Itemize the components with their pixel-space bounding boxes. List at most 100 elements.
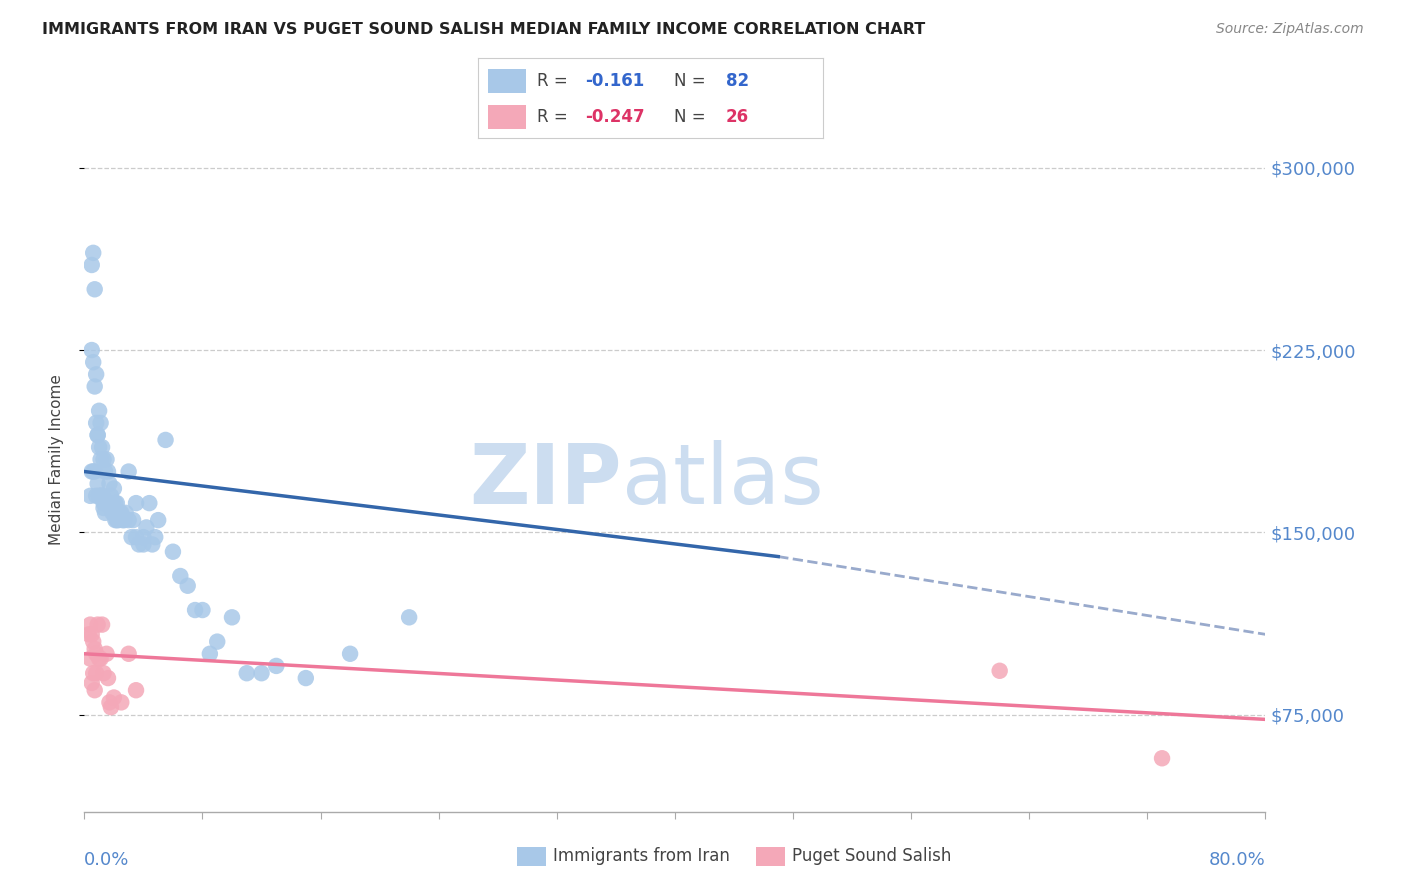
Point xyxy=(86,428,108,442)
Text: atlas: atlas xyxy=(621,440,824,521)
Text: IMMIGRANTS FROM IRAN VS PUGET SOUND SALISH MEDIAN FAMILY INCOME CORRELATION CHAR: IMMIGRANTS FROM IRAN VS PUGET SOUND SALI… xyxy=(42,22,925,37)
Point xyxy=(250,666,273,681)
Point xyxy=(105,496,128,510)
Point xyxy=(89,489,111,503)
Point xyxy=(86,476,108,491)
Point xyxy=(118,647,141,661)
Point xyxy=(80,258,103,272)
Point xyxy=(101,496,124,510)
Point xyxy=(105,513,128,527)
Point xyxy=(107,513,129,527)
Point xyxy=(169,569,191,583)
Point xyxy=(98,496,121,510)
FancyBboxPatch shape xyxy=(488,104,526,128)
Point xyxy=(83,465,105,479)
Point xyxy=(90,416,112,430)
Point xyxy=(108,506,131,520)
Text: -0.161: -0.161 xyxy=(585,72,644,90)
Point xyxy=(80,343,103,357)
Text: N =: N = xyxy=(675,108,711,126)
Point xyxy=(128,537,150,551)
Point xyxy=(83,683,105,698)
Point xyxy=(96,452,118,467)
Point xyxy=(97,465,120,479)
Point xyxy=(118,465,141,479)
Point xyxy=(236,666,259,681)
Point xyxy=(100,700,122,714)
Point xyxy=(398,610,420,624)
Point xyxy=(83,641,105,656)
Point xyxy=(988,664,1011,678)
Point xyxy=(84,647,107,661)
Y-axis label: Median Family Income: Median Family Income xyxy=(49,374,63,545)
Text: Immigrants from Iran: Immigrants from Iran xyxy=(553,847,730,865)
Point xyxy=(97,671,120,685)
Point xyxy=(191,603,214,617)
Point xyxy=(79,651,101,665)
Point xyxy=(110,506,132,520)
Text: R =: R = xyxy=(537,108,572,126)
Text: 80.0%: 80.0% xyxy=(1209,851,1265,869)
Point xyxy=(89,440,111,454)
Text: N =: N = xyxy=(675,72,711,90)
Point xyxy=(90,651,112,665)
Point xyxy=(132,537,155,551)
Point xyxy=(125,683,148,698)
Point xyxy=(98,476,121,491)
Point xyxy=(295,671,318,685)
Point xyxy=(121,530,143,544)
Point xyxy=(184,603,207,617)
Point xyxy=(94,465,117,479)
Point xyxy=(79,617,101,632)
Point xyxy=(89,404,111,418)
Point xyxy=(110,695,132,709)
Point xyxy=(143,530,166,544)
Point xyxy=(339,647,361,661)
Point xyxy=(103,506,125,520)
Point xyxy=(79,489,101,503)
Point xyxy=(93,666,115,681)
Point xyxy=(155,433,177,447)
Point xyxy=(205,634,228,648)
Point xyxy=(98,695,121,709)
Point xyxy=(125,496,148,510)
Point xyxy=(91,440,114,454)
Point xyxy=(84,416,107,430)
Point xyxy=(97,496,120,510)
Point xyxy=(104,496,127,510)
Point xyxy=(91,489,114,503)
Point xyxy=(84,666,107,681)
Point xyxy=(93,452,115,467)
Point xyxy=(83,379,105,393)
Point xyxy=(84,489,107,503)
Point xyxy=(82,355,104,369)
Point xyxy=(77,627,100,641)
Point xyxy=(80,627,103,641)
Point xyxy=(114,506,136,520)
Text: R =: R = xyxy=(537,72,572,90)
Point xyxy=(101,506,124,520)
Point xyxy=(80,465,103,479)
Text: 26: 26 xyxy=(725,108,749,126)
Point xyxy=(118,513,141,527)
Point xyxy=(82,245,104,260)
Point xyxy=(91,617,114,632)
Point xyxy=(94,496,117,510)
Point xyxy=(111,513,134,527)
Point xyxy=(141,537,163,551)
Point xyxy=(80,676,103,690)
Point xyxy=(86,617,108,632)
Point xyxy=(89,651,111,665)
Point xyxy=(83,282,105,296)
Point xyxy=(162,545,184,559)
Point xyxy=(91,489,114,503)
Point xyxy=(177,579,200,593)
Point xyxy=(82,465,104,479)
Point xyxy=(86,428,108,442)
Point xyxy=(122,513,145,527)
Point xyxy=(90,452,112,467)
Point xyxy=(138,496,160,510)
Text: 82: 82 xyxy=(725,72,749,90)
Point xyxy=(100,489,122,503)
Point xyxy=(198,647,221,661)
